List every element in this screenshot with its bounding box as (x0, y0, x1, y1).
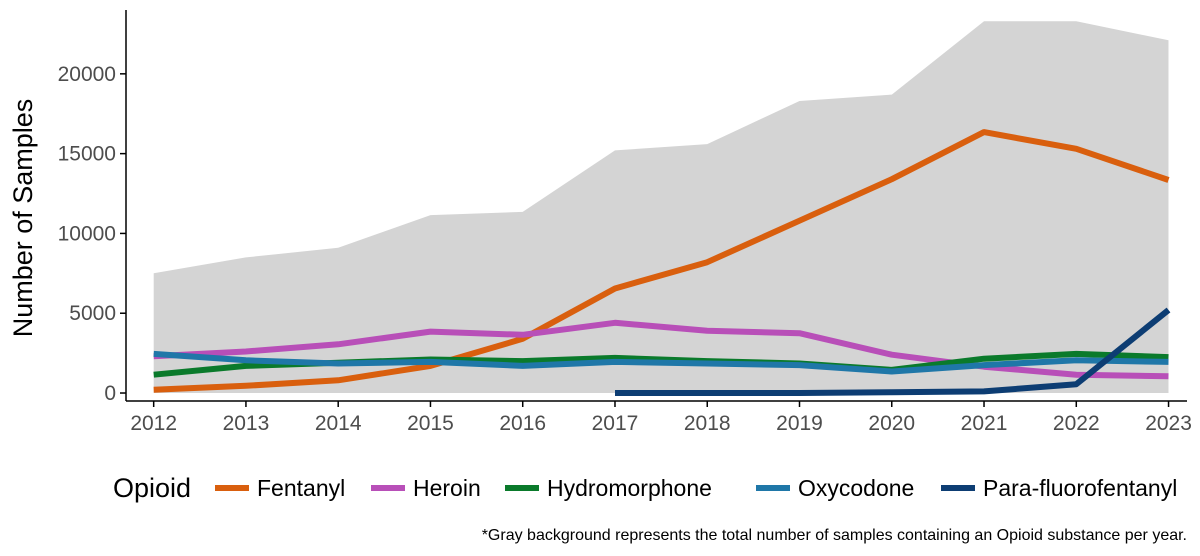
x-tick-label: 2013 (223, 412, 270, 435)
y-tick-label: 10000 (58, 222, 116, 245)
y-tick-label: 5000 (69, 302, 116, 325)
total-samples-area-layer (153, 21, 1169, 393)
legend-label-fentanyl: Fentanyl (257, 475, 345, 501)
x-tick-label: 2015 (407, 412, 454, 435)
x-tick-label: 2020 (868, 412, 915, 435)
series-line-oxycodone (153, 350, 1169, 375)
series-line-fentanyl (153, 129, 1170, 393)
y-tick-label: 15000 (58, 143, 116, 166)
x-tick-label: 2014 (315, 412, 362, 435)
x-tick-label: 2012 (130, 412, 177, 435)
legend-label-heroin: Heroin (413, 475, 481, 501)
axes-layer (125, 10, 1187, 402)
x-tick-label: 2022 (1053, 412, 1100, 435)
x-tick-label: 2023 (1145, 412, 1192, 435)
series-lines-layer (153, 129, 1171, 396)
series-line-heroin (153, 319, 1169, 380)
legend-label-hydromorphone: Hydromorphone (547, 475, 712, 501)
x-tick-label: 2021 (961, 412, 1008, 435)
y-tick-label: 0 (104, 382, 116, 405)
x-tick-label: 2019 (776, 412, 823, 435)
ticks-layer: 0 5000 10000 15000 20000 2012 2013 2014 2015 2016… (58, 63, 1192, 435)
legend-title: Opioid (113, 473, 191, 503)
legend-label-oxycodone: Oxycodone (798, 475, 914, 501)
series-line-para-fluorofentanyl (615, 307, 1171, 396)
x-tick-label: 2018 (684, 412, 731, 435)
legend-label-para-fluorofentanyl: Para-fluorofentanyl (983, 475, 1177, 501)
legend: Opioid Fentanyl Heroin Hydromorphone Oxycod… (113, 473, 1177, 503)
footnote: *Gray background represents the total nu… (482, 527, 1187, 544)
total-samples-area (153, 21, 1169, 393)
x-tick-label: 2017 (592, 412, 639, 435)
y-tick-label: 20000 (58, 63, 116, 86)
x-tick-label: 2016 (499, 412, 546, 435)
y-axis-title: Number of Samples (8, 99, 38, 338)
